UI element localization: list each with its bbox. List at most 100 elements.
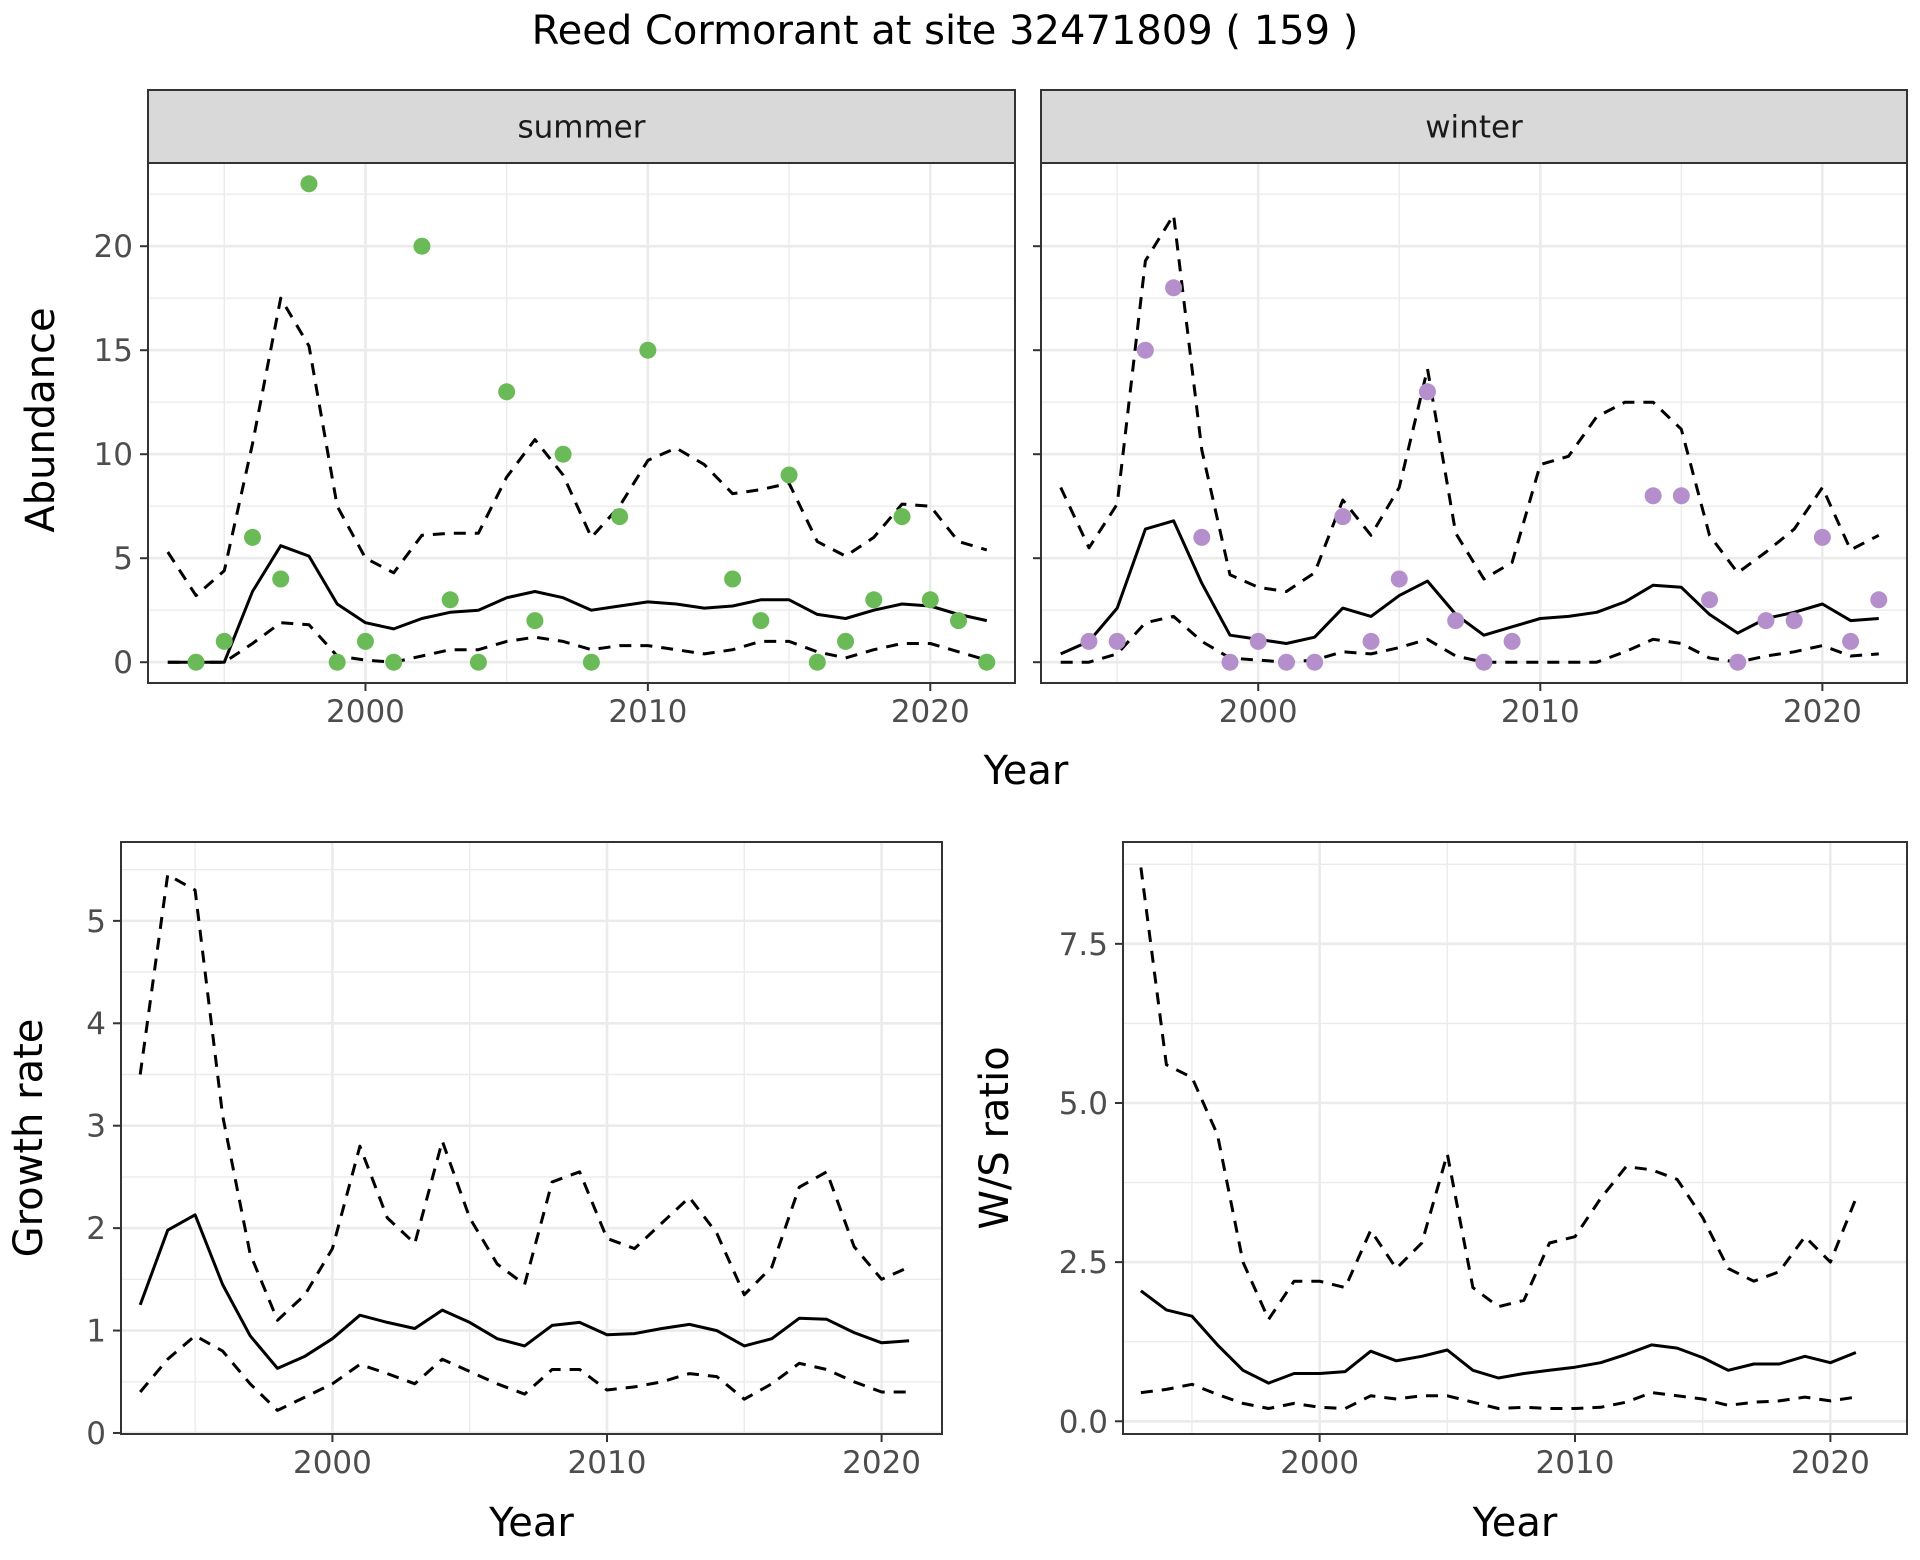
observation-point xyxy=(1757,612,1775,630)
observation-point xyxy=(978,653,996,671)
y-axis-title: W/S ratio xyxy=(972,1046,1018,1229)
facet-strip-label: winter xyxy=(1425,110,1523,146)
observation-point xyxy=(526,612,544,630)
observation-point xyxy=(1080,632,1098,650)
observation-point xyxy=(413,237,431,255)
y-tick-label: 5 xyxy=(113,541,133,577)
y-tick-label: 5.0 xyxy=(1059,1086,1108,1122)
chart-title: Reed Cormorant at site 32471809 ( 159 ) xyxy=(532,8,1359,54)
facet-strip xyxy=(1040,89,1908,164)
observation-point xyxy=(272,570,290,588)
x-tick-label: 2010 xyxy=(1536,1445,1615,1481)
y-tick-label: 10 xyxy=(94,437,133,473)
series-estimate-line xyxy=(138,1213,910,1370)
y-tick-label: 2 xyxy=(86,1211,106,1247)
observation-point xyxy=(187,653,205,671)
panel-growth-rate: 2000 2010 2020 0 1 2 3 4 5 Year Growth rate xyxy=(6,841,943,1546)
panel-background xyxy=(1123,842,1907,1434)
observation-point xyxy=(498,383,516,401)
x-tick-label: 2000 xyxy=(1280,1445,1359,1481)
observation-point xyxy=(243,528,261,546)
x-axis-title: Year xyxy=(488,1500,574,1546)
observation-point xyxy=(1785,612,1803,630)
observation-point xyxy=(1503,632,1521,650)
x-tick-label: 2000 xyxy=(326,694,405,730)
y-tick-label: 20 xyxy=(94,229,133,265)
observation-point xyxy=(1644,487,1662,505)
panel-ws-ratio: 2000 2010 2020 0.0 2.5 5.0 7.5 Year W/S ratio xyxy=(972,841,1908,1546)
x-tick-label: 2020 xyxy=(842,1445,921,1481)
facet-strip xyxy=(147,89,1016,164)
panel-background xyxy=(1041,163,1907,683)
x-tick-label: 2000 xyxy=(1219,694,1298,730)
observation-point xyxy=(1193,528,1211,546)
observation-point xyxy=(921,591,939,609)
observation-point xyxy=(328,653,346,671)
observation-point xyxy=(1277,653,1295,671)
observation-point xyxy=(893,508,911,526)
series-estimate-line xyxy=(167,544,988,664)
observation-point xyxy=(1108,632,1126,650)
observation-point xyxy=(724,570,742,588)
observation-point xyxy=(1221,653,1239,671)
facet-strip-label: summer xyxy=(517,110,645,146)
observation-point xyxy=(1390,570,1408,588)
y-tick-label: 4 xyxy=(86,1006,106,1042)
x-tick-label: 2010 xyxy=(568,1445,647,1481)
observation-point xyxy=(1249,632,1267,650)
observation-point xyxy=(582,653,600,671)
panel-background xyxy=(121,842,942,1434)
observation-point xyxy=(1447,612,1465,630)
observation-point xyxy=(215,632,233,650)
series-upper-line xyxy=(166,296,988,598)
facet-x-axis-title: Year xyxy=(983,748,1069,794)
observation-point xyxy=(808,653,826,671)
x-axis-title: Year xyxy=(1472,1500,1558,1546)
y-tick-label: 5 xyxy=(86,904,106,940)
y-tick-label: 0.0 xyxy=(1059,1404,1108,1440)
observation-point xyxy=(441,591,459,609)
series-estimate-line xyxy=(1140,1289,1857,1385)
y-tick-label: 7.5 xyxy=(1059,927,1108,963)
observation-point xyxy=(950,612,968,630)
panel-border xyxy=(120,841,943,1435)
y-axis-title: Growth rate xyxy=(6,1019,52,1258)
observation-point xyxy=(1136,341,1154,359)
observation-point xyxy=(300,175,318,193)
y-tick-label: 15 xyxy=(94,333,133,369)
observation-point xyxy=(1334,508,1352,526)
x-tick-label: 2020 xyxy=(1791,1445,1870,1481)
series-lower-line xyxy=(1140,1382,1857,1410)
y-tick-label: 0 xyxy=(86,1416,106,1452)
observation-point xyxy=(1842,632,1860,650)
observation-point xyxy=(1672,487,1690,505)
observation-point xyxy=(865,591,883,609)
observation-point xyxy=(469,653,487,671)
x-tick-label: 2010 xyxy=(1501,694,1580,730)
y-tick-label: 0 xyxy=(113,645,133,681)
series-upper-line xyxy=(1059,213,1880,593)
y-tick-label: 3 xyxy=(86,1109,106,1145)
panel-summer: summer 2000 2010 2020 0 5 10 15 20 xyxy=(94,89,1016,730)
series-upper-line xyxy=(1139,867,1858,1321)
panel-border xyxy=(1122,841,1908,1435)
observation-point xyxy=(1729,653,1747,671)
observation-point xyxy=(1165,279,1183,297)
observation-point xyxy=(611,508,629,526)
observation-point xyxy=(1870,591,1888,609)
observation-point xyxy=(639,341,657,359)
observation-point xyxy=(1418,383,1436,401)
observation-point xyxy=(752,612,770,630)
observation-point xyxy=(1475,653,1493,671)
observation-point xyxy=(1701,591,1719,609)
series-lower-line xyxy=(1060,614,1879,664)
series-upper-line xyxy=(138,873,910,1322)
y-tick-label: 2.5 xyxy=(1059,1245,1108,1281)
observation-point xyxy=(1813,528,1831,546)
x-tick-label: 2000 xyxy=(293,1445,372,1481)
facet-y-axis-title: Abundance xyxy=(18,307,64,532)
x-tick-label: 2020 xyxy=(891,694,970,730)
series-lower-line xyxy=(167,621,988,664)
panel-winter: winter 2000 2010 2020 xyxy=(1033,89,1908,730)
